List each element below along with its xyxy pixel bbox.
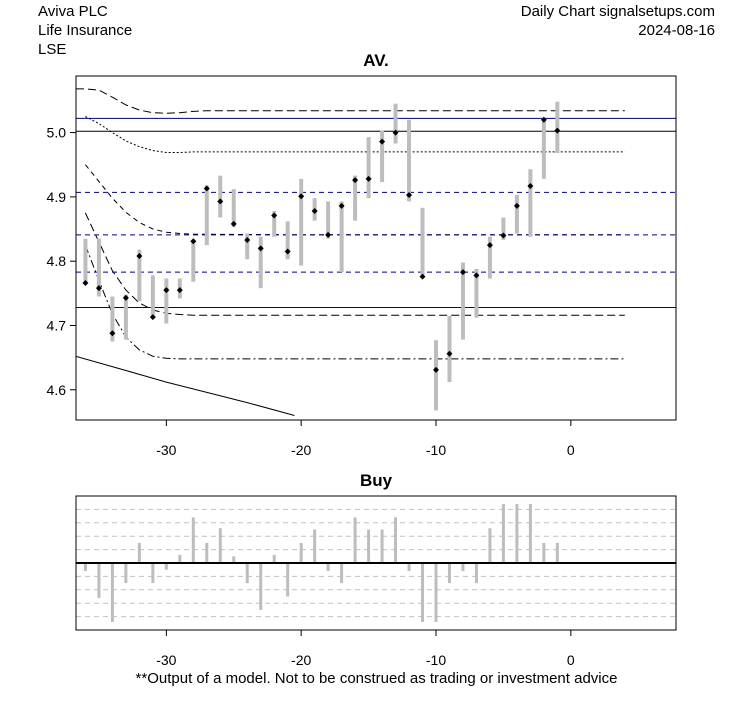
close-marker-33 bbox=[527, 182, 534, 189]
close-marker-8 bbox=[190, 238, 197, 245]
chart-source: Daily Chart signalsetups.com bbox=[520, 3, 715, 20]
y-tick-label-1: 4.7 bbox=[47, 317, 67, 333]
close-marker-0 bbox=[82, 280, 89, 287]
close-marker-20 bbox=[352, 177, 359, 184]
close-marker-10 bbox=[217, 198, 224, 205]
close-marker-1 bbox=[95, 285, 102, 292]
price-plot-area bbox=[76, 88, 676, 416]
buy-x-tick-label-2: -10 bbox=[426, 652, 446, 668]
close-marker-7 bbox=[176, 287, 183, 294]
price-chart-title: AV. bbox=[363, 51, 389, 70]
close-marker-18 bbox=[325, 231, 332, 238]
close-marker-23 bbox=[392, 129, 399, 136]
chart-date: 2024-08-16 bbox=[638, 22, 715, 39]
close-marker-17 bbox=[311, 208, 318, 215]
close-marker-35 bbox=[554, 127, 561, 134]
y-tick-label-4: 5.0 bbox=[47, 125, 67, 141]
close-marker-26 bbox=[433, 366, 439, 373]
close-marker-4 bbox=[136, 253, 143, 260]
buy-x-tick-label-0: -30 bbox=[156, 652, 176, 668]
band-line-5 bbox=[76, 355, 295, 416]
y-tick-label-2: 4.8 bbox=[47, 253, 67, 269]
x-tick-label-2: -10 bbox=[426, 442, 446, 458]
close-marker-6 bbox=[163, 287, 170, 294]
close-marker-5 bbox=[149, 314, 156, 321]
close-marker-13 bbox=[257, 245, 264, 252]
close-marker-25 bbox=[419, 273, 426, 280]
x-tick-label-0: -30 bbox=[156, 442, 176, 458]
buy-plot-frame bbox=[75, 495, 677, 631]
close-marker-15 bbox=[284, 248, 291, 255]
close-marker-34 bbox=[540, 116, 547, 123]
company-name: Aviva PLC bbox=[38, 3, 108, 20]
band-line-4 bbox=[84, 244, 625, 360]
close-marker-32 bbox=[513, 202, 520, 209]
close-marker-22 bbox=[379, 138, 386, 145]
header-right: Daily Chart signalsetups.com 2024-08-16 bbox=[521, 2, 715, 40]
close-marker-16 bbox=[298, 193, 305, 200]
band-line-0 bbox=[76, 88, 625, 114]
close-marker-29 bbox=[473, 272, 480, 279]
close-marker-24 bbox=[406, 191, 413, 198]
close-marker-28 bbox=[459, 269, 466, 276]
close-marker-30 bbox=[486, 242, 493, 249]
sector-name: Life Insurance bbox=[38, 22, 133, 39]
y-tick-label-3: 4.9 bbox=[47, 189, 67, 205]
close-marker-2 bbox=[109, 330, 116, 337]
close-marker-19 bbox=[338, 202, 345, 209]
close-marker-12 bbox=[244, 236, 251, 243]
close-marker-21 bbox=[365, 175, 372, 182]
buy-x-tick-label-1: -20 bbox=[291, 652, 311, 668]
buy-chart: -30 -20 -10 0 bbox=[75, 495, 677, 668]
x-tick-label-3: 0 bbox=[567, 442, 575, 458]
price-chart: 4.6 4.7 4.8 4.9 5.0 -30 -20 -10 0 bbox=[47, 75, 677, 458]
close-marker-9 bbox=[203, 185, 210, 192]
close-marker-14 bbox=[271, 212, 278, 219]
x-tick-label-1: -20 bbox=[291, 442, 311, 458]
close-marker-11 bbox=[230, 220, 237, 227]
buy-chart-title: Buy bbox=[360, 471, 393, 490]
price-plot-frame bbox=[75, 75, 677, 421]
band-line-3 bbox=[84, 212, 625, 316]
close-marker-3 bbox=[122, 294, 129, 301]
header-left: Aviva PLC Life Insurance LSE bbox=[38, 2, 132, 59]
close-marker-27 bbox=[446, 350, 453, 357]
close-marker-31 bbox=[500, 232, 507, 239]
exchange-name: LSE bbox=[38, 41, 67, 58]
y-tick-label-0: 4.6 bbox=[47, 382, 67, 398]
buy-x-tick-label-3: 0 bbox=[567, 652, 575, 668]
disclaimer: **Output of a model. Not to be construed… bbox=[135, 670, 618, 687]
